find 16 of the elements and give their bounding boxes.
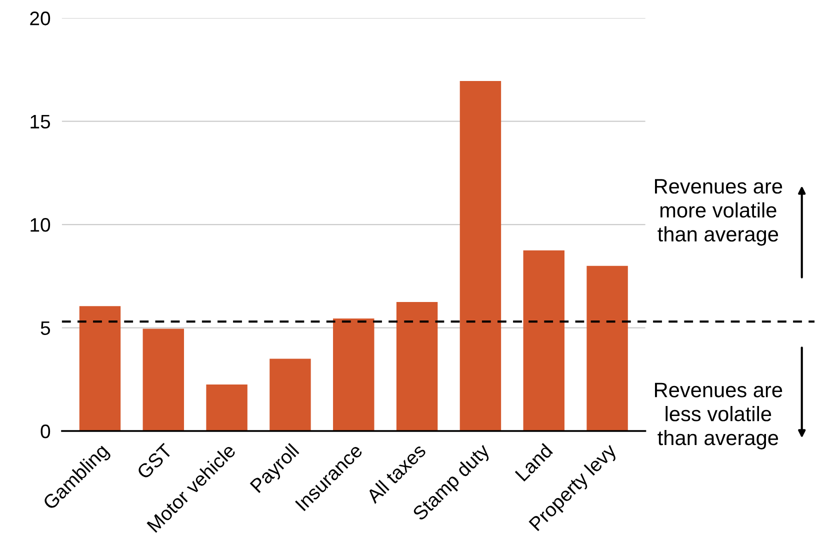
bar	[142, 328, 184, 431]
bar	[460, 81, 502, 431]
y-tick-label: 5	[40, 321, 50, 336]
bar	[523, 250, 564, 431]
y-tick-label: 15	[30, 114, 50, 129]
text: Revenues are less volatile than average	[655, 382, 782, 450]
bar	[206, 384, 248, 431]
bar	[586, 266, 628, 431]
bar	[270, 358, 311, 431]
bar	[333, 318, 374, 431]
y-tick-label: 0	[40, 424, 50, 438]
y-tick-label: 20	[30, 12, 50, 26]
y-tick-label: 10	[30, 218, 50, 232]
text: Revenues are more volatile than average	[655, 179, 782, 246]
bar	[79, 306, 121, 431]
bar	[396, 302, 438, 431]
